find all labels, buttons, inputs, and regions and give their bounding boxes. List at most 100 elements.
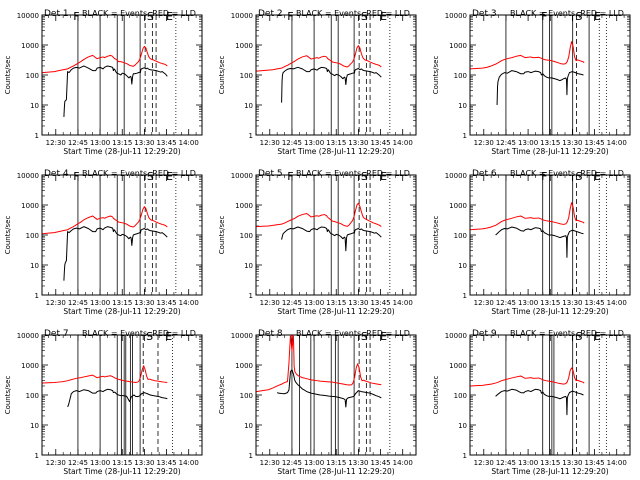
x-tick-label: 12:45 — [496, 139, 516, 147]
series-line-lld — [470, 367, 585, 387]
series-line-lld — [256, 45, 382, 72]
y-tick-label: 100 — [454, 232, 467, 240]
region-label: E — [594, 170, 601, 183]
series-line-events — [63, 226, 168, 281]
y-tick-label: 1 — [463, 452, 467, 460]
region-label: E — [166, 10, 173, 23]
y-tick-label: 1 — [249, 452, 253, 460]
region-label: E — [166, 170, 173, 183]
x-tick-label: 13:45 — [370, 459, 390, 467]
x-axis-label: Start Time (28-Jul-11 12:29:20) — [63, 307, 180, 316]
y-tick-label: 10 — [244, 422, 253, 430]
x-tick-label: 12:30 — [260, 459, 280, 467]
y-tick-label: 10000 — [445, 172, 467, 180]
y-tick-label: 10 — [30, 422, 39, 430]
chart-title-right: BLACK = Events, RED = LLD — [296, 329, 410, 338]
x-tick-label: 13:45 — [156, 459, 176, 467]
x-tick-label: 14:00 — [179, 459, 199, 467]
x-tick-label: 12:30 — [474, 459, 494, 467]
chart-title-right: BLACK = Events, RED = LLD — [82, 169, 196, 178]
x-tick-label: 12:30 — [260, 139, 280, 147]
y-tick-label: 1 — [249, 132, 253, 140]
x-tick-label: 14:00 — [607, 139, 627, 147]
x-tick-label: 14:00 — [393, 299, 413, 307]
region-label: F — [73, 10, 79, 23]
x-tick-label: 13:00 — [518, 299, 538, 307]
y-axis-label: Counts/sec — [432, 216, 440, 255]
chart-panel-det-1: Det 1 BLACK = Events, RED = LLD 1 10 100 1000… — [4, 9, 203, 156]
chart-title-left: Det 9 — [472, 329, 497, 339]
region-label: F — [287, 170, 293, 183]
x-tick-label: 13:15 — [326, 459, 346, 467]
x-tick-label: 13:45 — [370, 139, 390, 147]
y-axis-label: Counts/sec — [4, 56, 12, 95]
x-tick-label: 13:00 — [304, 459, 324, 467]
plot-frame — [255, 334, 417, 456]
x-tick-label: 13:00 — [518, 139, 538, 147]
x-tick-label: 14:00 — [179, 139, 199, 147]
chart-panel-det-9: Det 9 BLACK = Events, RED = LLD 1 10 100 1000… — [432, 329, 631, 476]
series-line-lld — [470, 202, 585, 231]
x-tick-label: 13:30 — [134, 139, 154, 147]
series-line-lld — [470, 41, 585, 70]
x-tick-label: 14:00 — [393, 139, 413, 147]
series-line-lld — [42, 365, 168, 384]
region-label: S — [361, 170, 368, 183]
x-tick-label: 13:15 — [540, 299, 560, 307]
y-tick-label: 10000 — [231, 12, 253, 20]
series-line-events — [276, 369, 382, 408]
x-tick-label: 12:30 — [474, 139, 494, 147]
y-tick-label: 10000 — [17, 12, 39, 20]
x-tick-label: 12:30 — [46, 139, 66, 147]
series-line-events — [67, 388, 168, 408]
x-tick-label: 13:30 — [348, 459, 368, 467]
series-line-lld — [256, 335, 382, 393]
y-tick-label: 10 — [30, 262, 39, 270]
chart-title-right: BLACK = Events, RED = LLD — [82, 329, 196, 338]
region-label: E — [380, 330, 387, 343]
region-label: F — [287, 10, 293, 23]
y-tick-label: 1000 — [449, 362, 467, 370]
y-tick-label: 1 — [249, 292, 253, 300]
region-label: S — [576, 330, 583, 343]
region-label: E — [165, 330, 172, 343]
chart-title-left: Det 7 — [44, 329, 69, 339]
region-label: S — [576, 170, 583, 183]
chart-panel-det-5: Det 5 BLACK = Events, RED = LLD 1 10 100 1000… — [218, 169, 417, 316]
series-line-events — [281, 226, 382, 252]
x-tick-label: 12:45 — [282, 459, 302, 467]
x-tick-label: 13:45 — [584, 459, 604, 467]
x-tick-label: 12:45 — [282, 299, 302, 307]
y-tick-label: 10 — [244, 102, 253, 110]
chart-title-right: BLACK = Events, RED = LLD — [510, 329, 624, 338]
x-tick-label: 13:00 — [518, 459, 538, 467]
series-group — [256, 45, 382, 103]
series-line-events — [495, 226, 584, 258]
y-tick-label: 1 — [463, 292, 467, 300]
series-group — [470, 202, 585, 258]
y-tick-label: 100 — [454, 72, 467, 80]
series-line-events — [63, 65, 168, 117]
y-tick-label: 1000 — [21, 362, 39, 370]
x-axis-label: Start Time (28-Jul-11 12:29:20) — [63, 467, 180, 476]
x-axis-label: Start Time (28-Jul-11 12:29:20) — [491, 147, 608, 156]
y-tick-label: 100 — [26, 232, 39, 240]
chart-panel-det-7: Det 7 BLACK = Events, RED = LLD 1 10 100 1000… — [4, 329, 203, 476]
x-tick-label: 12:45 — [68, 459, 88, 467]
x-axis-label: Start Time (28-Jul-11 12:29:20) — [277, 307, 394, 316]
series-line-lld — [42, 206, 168, 235]
y-tick-label: 10000 — [17, 332, 39, 340]
x-axis-label: Start Time (28-Jul-11 12:29:20) — [63, 147, 180, 156]
series-group — [42, 365, 168, 408]
chart-title-right: BLACK = Events, RED = LLD — [510, 169, 624, 178]
x-tick-label: 13:45 — [156, 299, 176, 307]
y-tick-label: 10000 — [445, 332, 467, 340]
chart-panel-det-6: Det 6 BLACK = Events, RED = LLD 1 10 100 1000… — [432, 169, 631, 316]
x-tick-label: 12:45 — [496, 299, 516, 307]
region-label: E — [380, 10, 387, 23]
y-axis-label: Counts/sec — [218, 56, 226, 95]
x-tick-label: 13:15 — [112, 139, 132, 147]
y-tick-label: 1 — [35, 292, 39, 300]
x-tick-label: 13:00 — [90, 299, 110, 307]
y-tick-label: 100 — [26, 72, 39, 80]
